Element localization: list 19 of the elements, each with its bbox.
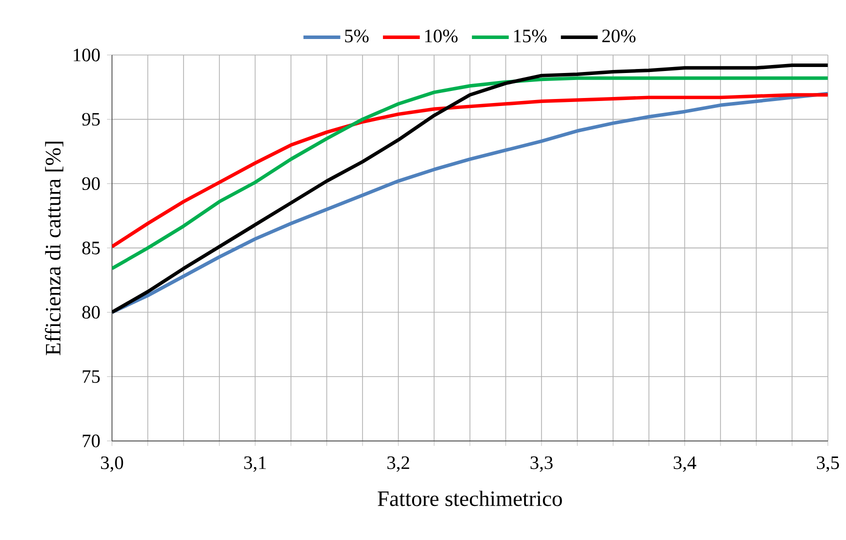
x-tick-label: 3,0 bbox=[101, 456, 124, 472]
x-tick-label: 3,4 bbox=[674, 456, 696, 472]
y-tick-label: 85 bbox=[82, 242, 100, 254]
legend-label: 15% bbox=[514, 30, 547, 42]
x-tick-label: 3,3 bbox=[530, 456, 553, 472]
x-tick-label: 3,1 bbox=[244, 456, 266, 472]
legend-label: 10% bbox=[425, 30, 458, 42]
x-tick-label: 3,5 bbox=[816, 456, 839, 472]
y-tick-label: 95 bbox=[82, 113, 100, 126]
x-axis-title: Fattore stechimetrico bbox=[378, 490, 562, 506]
y-tick-label: 90 bbox=[82, 177, 100, 190]
y-tick-label: 75 bbox=[82, 370, 100, 383]
legend-label: 20% bbox=[602, 30, 636, 42]
legend-label: 5% bbox=[345, 30, 369, 42]
y-axis-title: Efficienza di cattura [%] bbox=[44, 142, 64, 356]
y-tick-label: 70 bbox=[82, 434, 100, 448]
y-tick-label: 100 bbox=[74, 48, 100, 62]
y-tick-label: 80 bbox=[82, 306, 100, 319]
x-tick-label: 3,2 bbox=[387, 456, 410, 472]
